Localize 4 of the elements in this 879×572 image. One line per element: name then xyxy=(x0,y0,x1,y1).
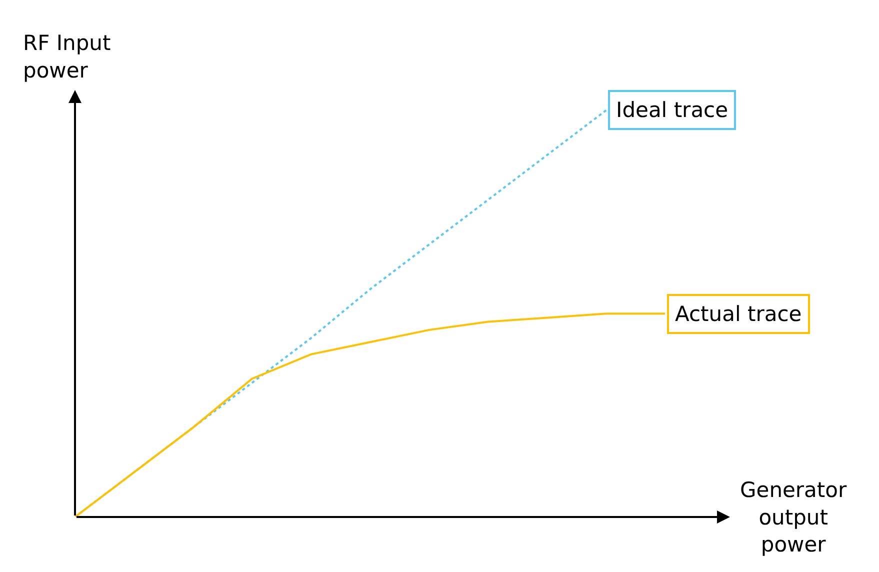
series-label: Ideal trace xyxy=(616,98,728,122)
series-label: Actual trace xyxy=(675,302,802,326)
x-axis-title: Generator output power xyxy=(740,478,848,557)
y-axis-title: RF Input power xyxy=(23,31,111,82)
